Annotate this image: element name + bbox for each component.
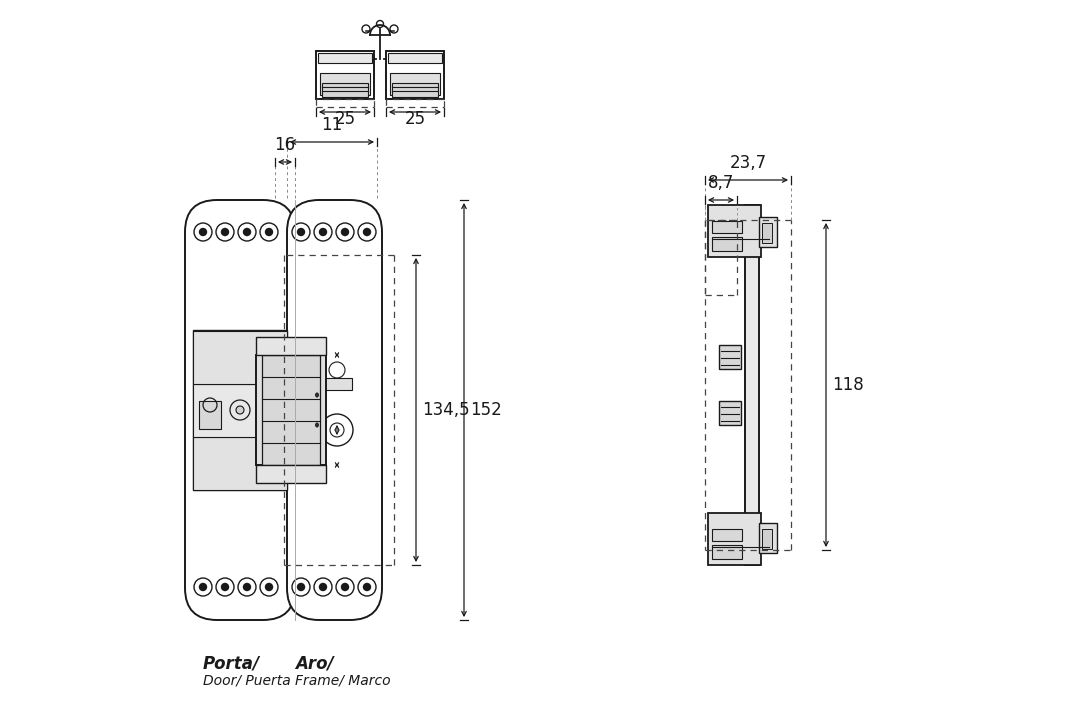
Text: 23,7: 23,7 bbox=[729, 154, 767, 172]
Bar bbox=[316, 51, 374, 99]
Bar bbox=[712, 529, 742, 541]
Bar bbox=[193, 384, 287, 437]
Circle shape bbox=[341, 228, 349, 235]
Bar bbox=[256, 337, 326, 355]
Circle shape bbox=[221, 228, 229, 235]
Bar bbox=[193, 330, 287, 490]
Circle shape bbox=[243, 228, 251, 235]
Bar bbox=[708, 205, 761, 257]
Bar bbox=[193, 331, 287, 384]
Circle shape bbox=[243, 583, 251, 590]
FancyBboxPatch shape bbox=[287, 200, 382, 620]
Text: 25: 25 bbox=[335, 110, 355, 128]
Bar bbox=[199, 401, 221, 429]
Circle shape bbox=[237, 406, 244, 414]
Text: Door/ Puerta: Door/ Puerta bbox=[203, 673, 291, 687]
Text: 25: 25 bbox=[404, 110, 426, 128]
Bar bbox=[320, 73, 370, 95]
Bar bbox=[719, 345, 741, 369]
Bar bbox=[712, 221, 742, 233]
Bar bbox=[262, 355, 320, 465]
Circle shape bbox=[320, 583, 326, 590]
Circle shape bbox=[266, 583, 272, 590]
Circle shape bbox=[297, 583, 305, 590]
Bar bbox=[759, 523, 777, 553]
Circle shape bbox=[266, 228, 272, 235]
Circle shape bbox=[320, 228, 326, 235]
FancyBboxPatch shape bbox=[185, 200, 295, 620]
Circle shape bbox=[297, 228, 305, 235]
Text: 16: 16 bbox=[274, 136, 296, 154]
Circle shape bbox=[364, 583, 370, 590]
Bar bbox=[762, 529, 772, 549]
Text: Aro/: Aro/ bbox=[295, 655, 334, 673]
Bar bbox=[318, 53, 372, 63]
Bar bbox=[712, 237, 742, 251]
Bar bbox=[708, 513, 761, 565]
Bar bbox=[256, 465, 326, 483]
Bar bbox=[762, 223, 772, 243]
Circle shape bbox=[341, 583, 349, 590]
Bar bbox=[759, 217, 777, 247]
Bar bbox=[386, 51, 444, 99]
Bar bbox=[388, 53, 442, 63]
Circle shape bbox=[221, 583, 229, 590]
Circle shape bbox=[364, 228, 370, 235]
Text: Frame/ Marco: Frame/ Marco bbox=[295, 673, 391, 687]
Bar bbox=[745, 205, 759, 565]
Text: Porta/: Porta/ bbox=[203, 655, 260, 673]
Text: 8,7: 8,7 bbox=[707, 174, 734, 192]
Bar bbox=[719, 401, 741, 425]
Bar bbox=[390, 73, 440, 95]
Bar bbox=[193, 437, 287, 490]
Bar bbox=[322, 378, 352, 390]
Text: 11: 11 bbox=[322, 116, 342, 134]
Circle shape bbox=[200, 583, 206, 590]
Bar bbox=[322, 83, 368, 97]
Text: 152: 152 bbox=[470, 401, 502, 419]
Circle shape bbox=[200, 228, 206, 235]
Text: 134,5: 134,5 bbox=[422, 401, 470, 419]
Bar bbox=[392, 83, 438, 97]
Bar bbox=[256, 355, 326, 465]
Bar bbox=[712, 545, 742, 559]
Text: 118: 118 bbox=[832, 376, 864, 394]
